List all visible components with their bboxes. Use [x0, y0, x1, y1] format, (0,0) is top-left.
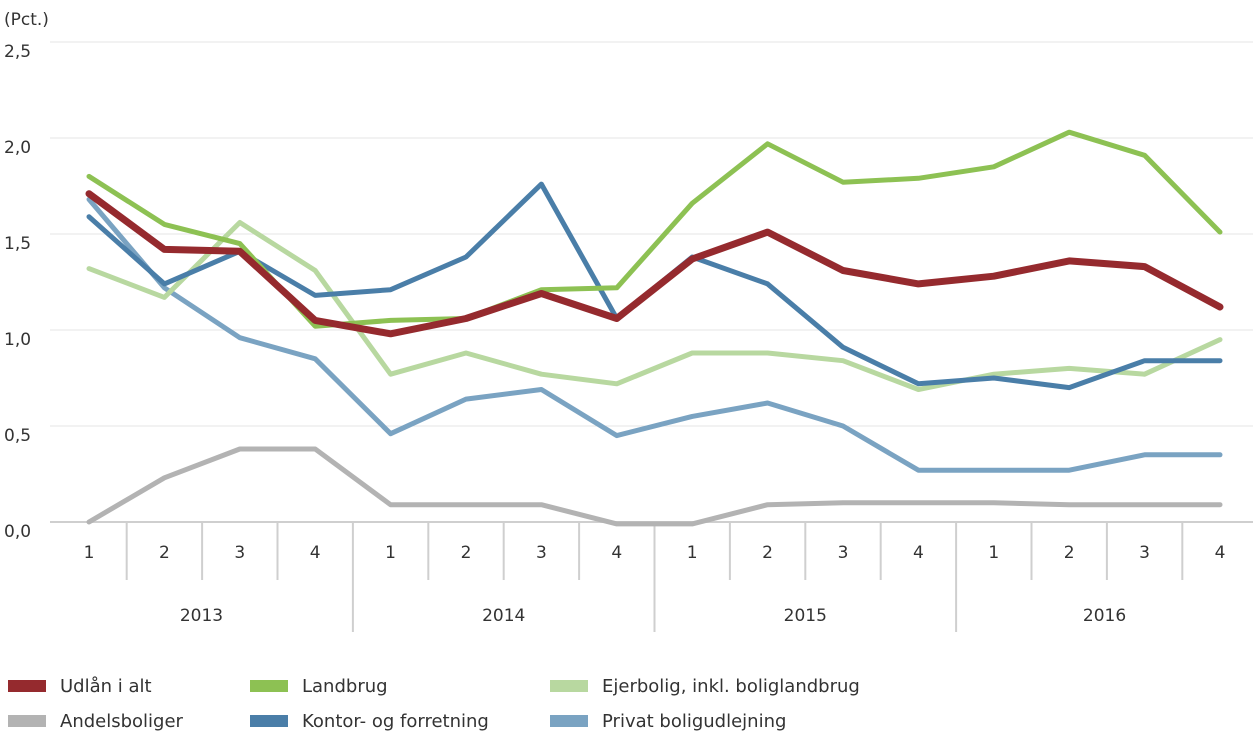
y-tick-label: 0,0: [4, 522, 31, 542]
x-tick-label: 3: [838, 543, 849, 563]
legend-label: Udlån i alt: [60, 676, 152, 697]
series-line: [86, 446, 1223, 527]
y-tick-label: 0,5: [4, 426, 31, 446]
y-unit-label: (Pct.): [4, 10, 49, 30]
x-axis: 1 2 3 4 1 2 3 4 1 2 3 4 1 2 3 4 2013 2014 2015 2016: [50, 521, 1253, 632]
legend-label: Andelsboliger: [60, 711, 184, 731]
legend-swatch: [250, 715, 288, 727]
year-label: 2013: [180, 606, 223, 626]
x-tick-label: 2: [1064, 543, 1075, 563]
year-label: 2016: [1083, 606, 1126, 626]
x-tick-label: 3: [1139, 543, 1150, 563]
x-tick-label: 3: [536, 543, 547, 563]
x-tick-label: 2: [159, 543, 170, 563]
legend-label: Ejerbolig, inkl. boliglandbrug: [602, 676, 860, 697]
x-tick-label: 4: [310, 543, 321, 563]
x-tick-label: 4: [611, 543, 622, 563]
x-tick-label: 2: [762, 543, 773, 563]
x-tick-label: 2: [461, 543, 472, 563]
legend-label: Privat boligudlejning: [602, 711, 786, 731]
series-lines: [85, 129, 1224, 527]
x-tick-label: 4: [1215, 543, 1226, 563]
legend-label: Kontor- og forretning: [302, 711, 489, 731]
x-tick-label: 3: [234, 543, 245, 563]
series-line: [86, 196, 1223, 473]
y-tick-label: 2,0: [4, 138, 31, 158]
series-line: [86, 129, 1223, 329]
y-tick-label: 1,5: [4, 234, 31, 254]
y-tick-label: 2,5: [4, 42, 31, 62]
legend-swatch: [550, 715, 588, 727]
legend-swatch: [550, 680, 588, 692]
legend-swatch: [8, 680, 46, 692]
legend: Udlån i alt Landbrug Ejerbolig, inkl. boli…: [8, 676, 860, 731]
y-tick-label: 1,0: [4, 330, 31, 350]
legend-swatch: [250, 680, 288, 692]
y-axis: 0,0 0,5 1,0 1,5 2,0 2,5: [4, 42, 31, 542]
series-line: [86, 220, 1223, 392]
year-label: 2014: [482, 606, 525, 626]
legend-swatch: [8, 715, 46, 727]
x-tick-label: 4: [913, 543, 924, 563]
year-label: 2015: [784, 606, 827, 626]
series-line: [85, 190, 1224, 338]
legend-label: Landbrug: [302, 676, 388, 697]
x-tick-label: 1: [84, 543, 95, 563]
x-tick-label: 1: [385, 543, 396, 563]
x-tick-label: 1: [988, 543, 999, 563]
x-tick-label: 1: [687, 543, 698, 563]
